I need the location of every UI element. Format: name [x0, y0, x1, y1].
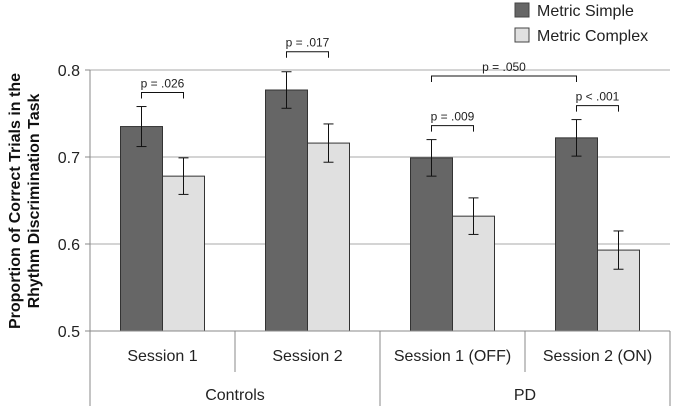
category-label-0: Session 1	[127, 348, 197, 365]
sig-label-2: p = .009	[431, 110, 475, 124]
bar-simple-0	[120, 126, 163, 332]
category-label-3: Session 2 (ON)	[543, 348, 652, 365]
sig-label-1: p = .017	[286, 36, 330, 50]
category-label-1: Session 2	[272, 348, 342, 365]
category-label-2: Session 1 (OFF)	[394, 348, 511, 365]
legend-swatch-metric-complex	[514, 27, 530, 43]
bar-complex-0	[162, 175, 205, 332]
sig-label-0: p = .026	[141, 77, 185, 91]
sig-label-4: p = .050	[482, 60, 526, 74]
legend-label-metric-complex: Metric Complex	[537, 28, 648, 45]
bar-simple-2	[410, 157, 453, 332]
y-tick-label-0.7: 0.7	[58, 150, 80, 167]
bars	[120, 89, 640, 332]
sig-label-3: p < .001	[576, 90, 620, 104]
group-label-0: Controls	[205, 387, 265, 404]
bar-complex-2	[452, 215, 495, 332]
error-bars	[136, 71, 624, 270]
y-tick-label-0.8: 0.8	[58, 63, 80, 80]
y-axis-title-line1: Proportion of Correct Trials in the	[7, 73, 24, 329]
legend-swatch-metric-simple	[514, 2, 530, 18]
legend: Metric Simple Metric Complex	[514, 2, 648, 45]
axes: 0.5 0.6 0.7 0.8 Session 1 Session 2 Session 1 …	[58, 63, 671, 406]
significance-annotations: p = .026 p = .017 p = .009 p < .001 p = .050	[141, 36, 620, 132]
sig-bracket-3	[576, 105, 619, 112]
bar-simple-1	[265, 89, 308, 332]
y-tick-label-0.6: 0.6	[58, 237, 80, 254]
sig-bracket-2	[431, 125, 474, 132]
bar-complex-1	[307, 142, 350, 332]
sig-bracket-1	[286, 51, 329, 58]
bar-simple-3	[555, 137, 598, 332]
y-tick-label-0.5: 0.5	[58, 324, 80, 341]
legend-label-metric-simple: Metric Simple	[537, 3, 634, 20]
y-axis-title-line2: Rhythm Discrimination Task	[26, 93, 43, 308]
sig-bracket-0	[141, 92, 184, 99]
group-label-1: PD	[514, 387, 536, 404]
sig-bracket-4	[431, 75, 577, 82]
